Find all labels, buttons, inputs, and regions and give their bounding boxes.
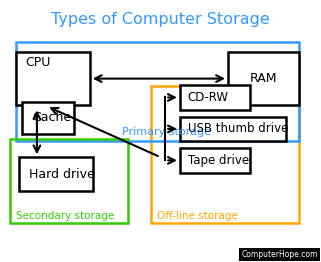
Bar — [19, 157, 93, 191]
Bar — [180, 148, 250, 173]
Bar — [16, 42, 299, 141]
Bar — [10, 139, 128, 223]
Bar — [180, 117, 286, 141]
Bar — [16, 52, 90, 105]
Bar — [228, 52, 299, 105]
Text: Tape drive: Tape drive — [188, 154, 249, 167]
Bar — [22, 102, 74, 134]
Text: Cache: Cache — [32, 111, 71, 124]
Bar — [151, 86, 299, 223]
Text: Primary storage: Primary storage — [122, 127, 211, 137]
Text: USB thumb drive: USB thumb drive — [188, 122, 288, 135]
Bar — [180, 85, 250, 110]
Text: CD-RW: CD-RW — [188, 91, 229, 104]
Text: Secondary storage: Secondary storage — [16, 211, 114, 221]
Text: ComputerHope.com: ComputerHope.com — [241, 250, 318, 259]
Text: Off-line storage: Off-line storage — [157, 211, 238, 221]
Text: Types of Computer Storage: Types of Computer Storage — [51, 12, 270, 27]
Text: CPU: CPU — [26, 56, 51, 69]
Text: Hard drive: Hard drive — [29, 168, 95, 181]
Text: RAM: RAM — [249, 72, 277, 85]
